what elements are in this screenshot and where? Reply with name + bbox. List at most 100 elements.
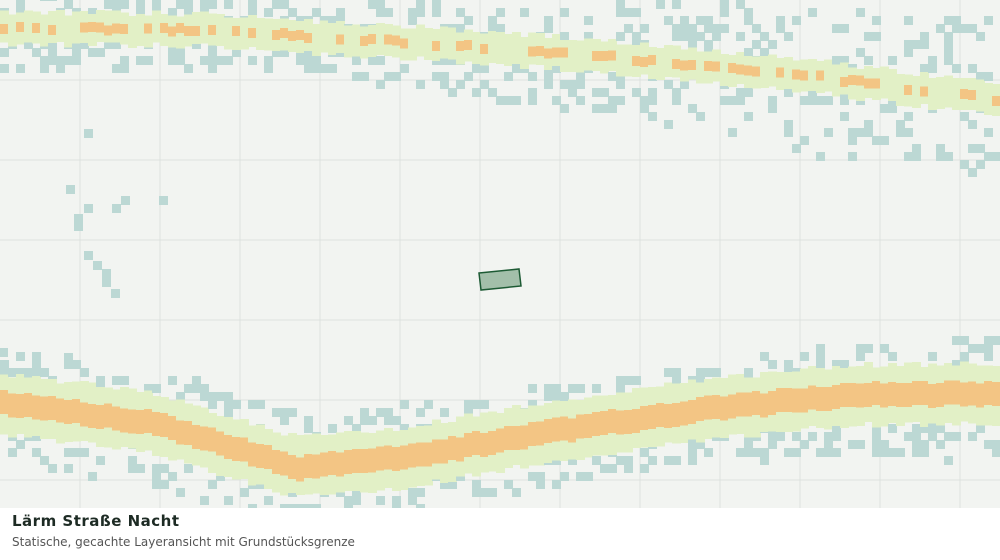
noise-cell (121, 196, 130, 205)
noise-zone-high (352, 449, 361, 474)
noise-cell (784, 88, 793, 97)
noise-zone-high (864, 383, 873, 408)
noise-cell (984, 152, 993, 161)
noise-zone-high (168, 415, 177, 440)
noise-zone-high (176, 23, 185, 34)
noise-cell (648, 88, 657, 97)
noise-cell (312, 64, 321, 73)
noise-cell (936, 424, 945, 433)
noise-cell (824, 432, 833, 441)
noise-zone-low (344, 25, 353, 58)
noise-cell (102, 278, 111, 287)
noise-cell (736, 88, 745, 97)
noise-cell (464, 408, 473, 417)
noise-zone-high (328, 451, 337, 476)
noise-zone-high (632, 56, 641, 67)
noise-cell (376, 408, 385, 417)
noise-cell (432, 0, 441, 9)
noise-cell (312, 56, 321, 65)
noise-cell (992, 152, 1000, 161)
noise-zone-low (128, 16, 137, 49)
noise-cell (0, 48, 9, 57)
noise-cell (40, 56, 49, 65)
noise-cell (904, 128, 913, 137)
noise-cell (904, 432, 913, 441)
noise-cell (144, 384, 153, 393)
noise-cell (976, 72, 985, 81)
noise-cell (232, 400, 241, 409)
noise-cell (936, 144, 945, 153)
noise-zone-high (512, 426, 521, 451)
noise-zone-high (552, 47, 561, 58)
noise-cell (928, 56, 937, 65)
noise-zone-high (24, 393, 33, 418)
noise-cell (696, 32, 705, 41)
noise-zone-high (816, 386, 825, 411)
noise-cell (416, 0, 425, 9)
noise-cell (280, 0, 289, 9)
noise-cell (984, 440, 993, 449)
noise-cell (952, 64, 961, 73)
noise-zone-high (200, 426, 209, 451)
noise-cell (856, 128, 865, 137)
noise-cell (912, 440, 921, 449)
noise-cell (800, 440, 809, 449)
noise-zone-high (720, 396, 729, 421)
noise-cell (760, 448, 769, 457)
noise-cell (120, 64, 129, 73)
noise-cell (512, 64, 521, 73)
noise-zone-low (976, 79, 985, 112)
noise-zone-high (256, 444, 265, 469)
noise-cell (824, 448, 833, 457)
noise-zone-high (848, 382, 857, 407)
noise-cell (224, 400, 233, 409)
noise-zone-high (816, 70, 825, 81)
noise-zone-low (496, 32, 505, 65)
noise-cell (128, 464, 137, 473)
noise-cell (664, 80, 673, 89)
noise-cell (152, 464, 161, 473)
noise-cell (112, 204, 121, 213)
noise-cell (768, 360, 777, 369)
noise-cell (848, 152, 857, 161)
noise-cell (784, 360, 793, 369)
noise-zone-high (536, 46, 545, 57)
noise-zone-high (376, 446, 385, 471)
noise-cell (904, 48, 913, 57)
noise-cell (568, 88, 577, 97)
noise-cell (352, 488, 361, 497)
noise-cell (96, 376, 105, 385)
noise-cell (880, 136, 889, 145)
noise-cell (744, 8, 753, 17)
noise-cell (48, 40, 57, 49)
noise-zone-high (120, 24, 129, 35)
noise-cell (808, 96, 817, 105)
noise-cell (272, 408, 281, 417)
noise-cell (952, 432, 961, 441)
noise-cell (872, 32, 881, 41)
noise-cell (560, 32, 569, 41)
noise-cell (448, 480, 457, 489)
noise-zone-high (272, 449, 281, 474)
noise-cell (688, 40, 697, 49)
noise-cell (608, 464, 617, 473)
noise-cell (712, 24, 721, 33)
noise-cell (104, 0, 113, 9)
noise-zone-high (64, 399, 73, 424)
noise-zone-low (520, 37, 529, 70)
noise-cell (472, 480, 481, 489)
noise-cell (720, 8, 729, 17)
noise-cell (560, 8, 569, 17)
noise-cell (840, 96, 849, 105)
noise-cell (32, 352, 41, 361)
noise-zone-low (376, 23, 385, 56)
noise-cell (200, 496, 209, 505)
noise-cell (920, 448, 929, 457)
noise-zone-high (504, 425, 513, 450)
noise-zone-high (568, 418, 577, 443)
noise-cell (848, 440, 857, 449)
noise-cell (344, 496, 353, 505)
noise-cell (352, 424, 361, 433)
noise-zone-high (704, 61, 713, 72)
